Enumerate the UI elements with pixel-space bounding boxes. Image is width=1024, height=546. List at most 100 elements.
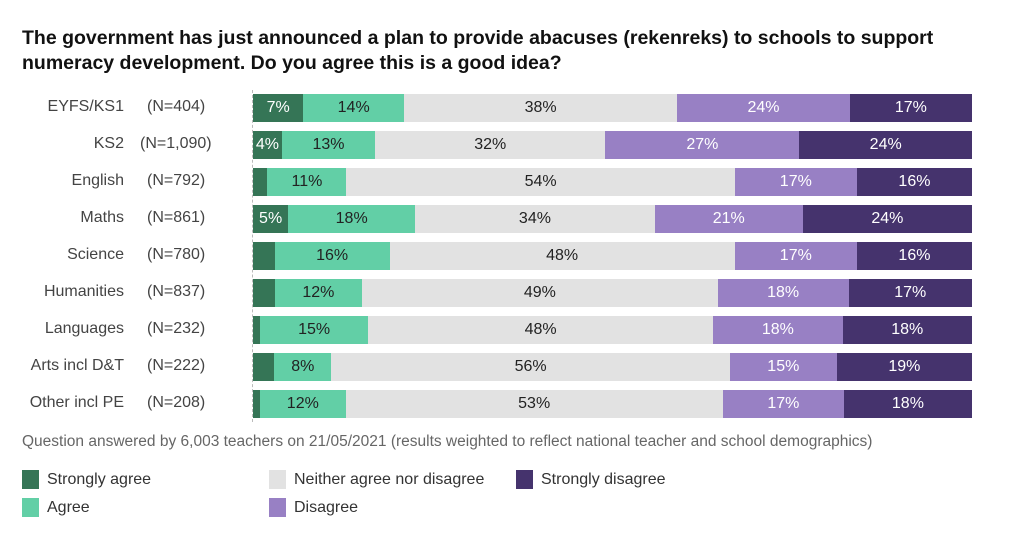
chart-title: The government has just announced a plan… [22, 27, 934, 74]
bar-segment-neither-agree-nor-disagree: 54% [346, 168, 735, 196]
bar-segment-neither-agree-nor-disagree: 49% [361, 279, 718, 307]
category-label: English [71, 172, 124, 189]
bar-segment-disagree: 15% [729, 353, 837, 381]
bar-segment-neither-agree-nor-disagree: 34% [415, 205, 655, 233]
data-label: 19% [888, 358, 921, 375]
data-label: 15% [298, 321, 331, 338]
bar-row: Languages (N=232) 15% 48% 18% 18% [0, 315, 1024, 345]
sample-size-label: (N=208) [147, 394, 206, 411]
category-label: Arts incl D&T [30, 357, 124, 374]
axis-line [252, 90, 253, 422]
data-label: 24% [869, 136, 902, 153]
bar-segment-disagree: 21% [654, 205, 803, 233]
legend-item: Neither agree nor disagree [269, 470, 484, 489]
data-label: 17% [779, 247, 812, 264]
bar-segment-strongly-disagree: 17% [848, 279, 972, 307]
data-label: 4% [255, 136, 279, 153]
stacked-bar: 5% 18% 34% 21% 24% [253, 205, 972, 233]
bar-segment-agree: 16% [274, 242, 390, 270]
bar-segment-agree: 13% [281, 131, 376, 159]
bar-segment-neither-agree-nor-disagree: 38% [403, 94, 678, 122]
bar-row: Science (N=780) 16% 48% 17% 16% [0, 241, 1024, 271]
sample-size-label: (N=222) [147, 357, 206, 374]
bar-segment-disagree: 18% [713, 316, 843, 344]
data-label: 32% [474, 136, 507, 153]
bar-row: Humanities (N=837) 12% 49% 18% 17% [0, 278, 1024, 308]
bar-segment-neither-agree-nor-disagree: 48% [368, 316, 714, 344]
bar-segment-neither-agree-nor-disagree: 48% [389, 242, 735, 270]
bar-segment-strongly-agree [253, 242, 275, 270]
bar-row: EYFS/KS1 (N=404) 7% 14% 38% 24% 17% [0, 93, 1024, 123]
bar-segment-strongly-agree [253, 353, 275, 381]
category-label: Languages [44, 320, 124, 337]
data-label: 18% [891, 321, 924, 338]
category-label: KS2 [93, 135, 124, 152]
data-label: 14% [337, 99, 370, 116]
data-label: 24% [871, 210, 904, 227]
bar-segment-strongly-disagree: 16% [856, 168, 972, 196]
bar-segment-strongly-agree [253, 279, 275, 307]
data-label: 21% [712, 210, 745, 227]
bar-segment-agree: 14% [303, 94, 404, 122]
bar-segment-agree: 18% [288, 205, 416, 233]
stacked-bar: 16% 48% 17% 16% [253, 242, 972, 270]
data-label: 56% [514, 358, 547, 375]
bar-segment-strongly-agree [253, 390, 261, 418]
bar-segment-agree: 15% [260, 316, 369, 344]
data-label: 18% [335, 210, 368, 227]
legend-swatch [269, 470, 286, 489]
bar-segment-strongly-agree: 5% [253, 205, 289, 233]
stacked-bar: 8% 56% 15% 19% [253, 353, 972, 381]
bar-row: English (N=792) 11% 54% 17% 16% [0, 167, 1024, 197]
bar-segment-strongly-agree: 7% [253, 94, 304, 122]
data-label: 12% [286, 395, 319, 412]
data-label: 48% [546, 247, 579, 264]
data-label: 16% [316, 247, 349, 264]
data-label: 54% [524, 173, 557, 190]
legend-label: Neither agree nor disagree [294, 470, 485, 488]
sample-size-label: (N=792) [147, 172, 206, 189]
data-label: 53% [518, 395, 551, 412]
sample-size-label: (N=780) [147, 246, 206, 263]
data-label: 17% [894, 99, 927, 116]
data-label: 18% [767, 284, 800, 301]
sample-size-label: (N=837) [147, 283, 206, 300]
bar-segment-neither-agree-nor-disagree: 32% [375, 131, 606, 159]
legend-label: Disagree [294, 498, 359, 516]
data-label: 11% [291, 173, 323, 190]
data-label: 24% [747, 99, 780, 116]
data-label: 5% [259, 210, 283, 227]
data-label: 34% [518, 210, 551, 227]
bar-segment-agree: 12% [274, 279, 362, 307]
stacked-bar: 12% 49% 18% 17% [253, 279, 972, 307]
category-label: Other incl PE [29, 394, 124, 411]
sample-size-label: (N=861) [147, 209, 206, 226]
data-label: 18% [891, 395, 924, 412]
bar-row: Arts incl D&T (N=222) 8% 56% 15% 19% [0, 352, 1024, 382]
bar-segment-neither-agree-nor-disagree: 56% [331, 353, 730, 381]
sample-size-label: (N=404) [147, 98, 206, 115]
legend-label: Strongly disagree [541, 470, 666, 488]
bar-segment-strongly-disagree: 24% [802, 205, 972, 233]
legend-label: Strongly agree [47, 470, 152, 488]
bar-segment-strongly-disagree: 18% [842, 316, 972, 344]
data-label: 38% [524, 99, 557, 116]
stacked-bar: 12% 53% 17% 18% [253, 390, 972, 418]
data-label: 13% [312, 136, 345, 153]
data-label: 27% [686, 136, 719, 153]
legend-label: Agree [47, 498, 90, 516]
bar-segment-strongly-agree [253, 168, 268, 196]
data-label: 7% [266, 99, 290, 116]
bar-segment-agree: 8% [274, 353, 332, 381]
data-label: 15% [767, 358, 800, 375]
bar-row: Maths (N=861) 5% 18% 34% 21% 24% [0, 204, 1024, 234]
stacked-bar: 11% 54% 17% 16% [253, 168, 972, 196]
data-label: 48% [524, 321, 557, 338]
bar-segment-neither-agree-nor-disagree: 53% [345, 390, 723, 418]
bar-segment-strongly-disagree: 17% [849, 94, 972, 122]
legend-swatch [22, 470, 39, 489]
legend-item: Strongly agree [22, 470, 151, 489]
bar-segment-agree: 12% [260, 390, 346, 418]
category-label: EYFS/KS1 [47, 98, 124, 115]
